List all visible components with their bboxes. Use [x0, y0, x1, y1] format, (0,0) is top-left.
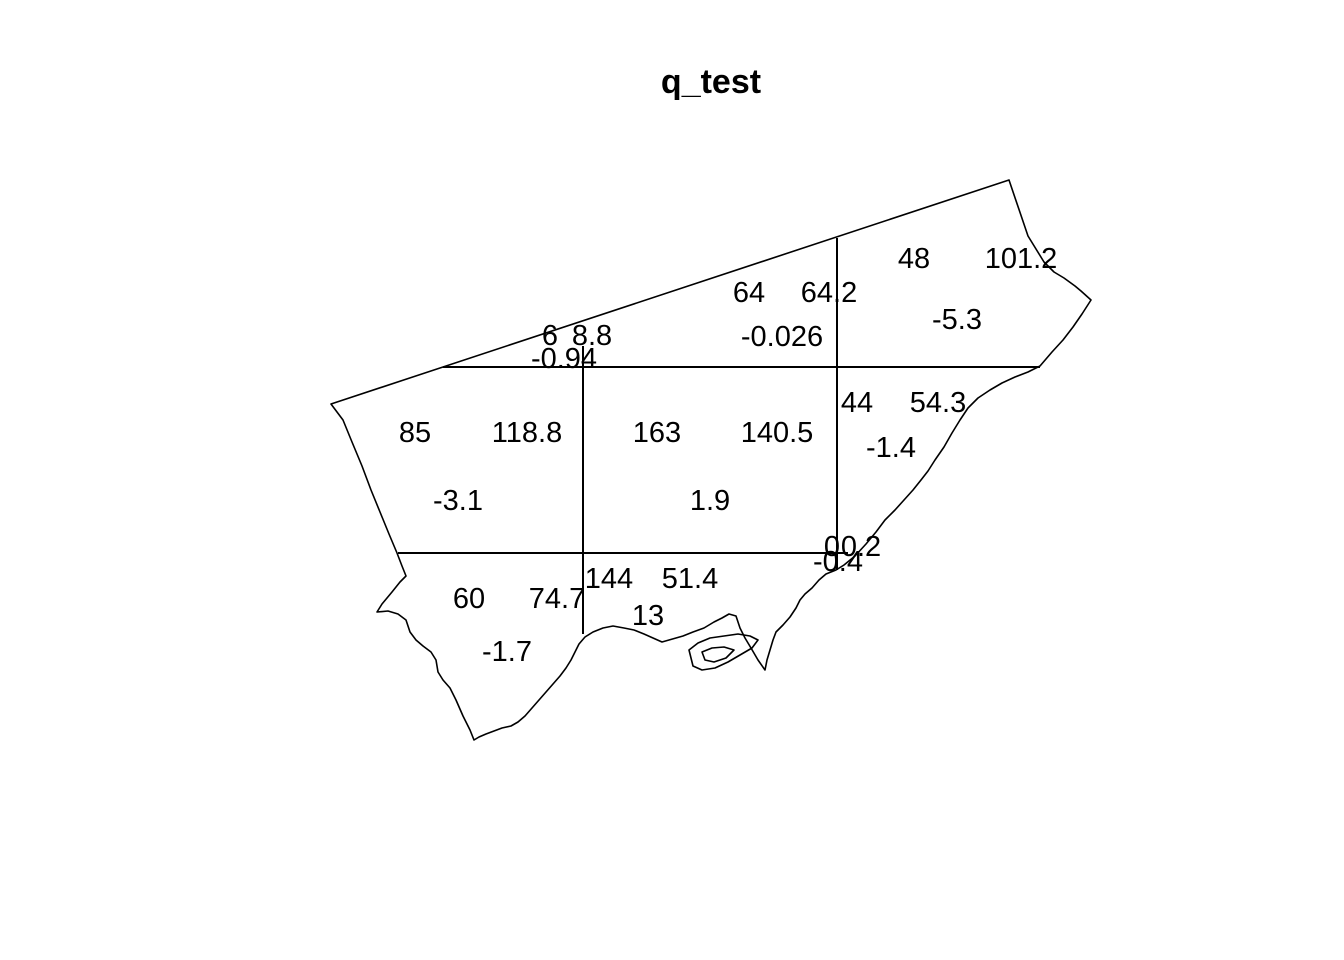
cell-r2c0-value-b: 74.7	[529, 583, 585, 615]
cell-r1c2: 44 54.3 -1.4	[841, 387, 966, 464]
cell-r1c2-value-c: -1.4	[866, 432, 916, 464]
cell-r0c2-value-a: 64	[733, 277, 765, 309]
cell-r0c3: 48 101.2 -5.3	[898, 243, 1057, 336]
cell-r1c2-value-a: 44	[841, 387, 873, 419]
cell-r0c1: 6 8.8 -0.94	[531, 320, 612, 375]
map-title: q_test	[661, 63, 761, 101]
cell-r1c2-value-b: 54.3	[910, 387, 966, 419]
cell-r1c0-value-a: 85	[399, 417, 431, 449]
island-outline	[688, 633, 759, 671]
cell-r2c1-value-b: 51.4	[662, 563, 718, 595]
cell-r2c1-value-a: 144	[585, 563, 633, 595]
cell-r2c2-value-a: 0	[824, 531, 840, 563]
cell-r2c0: 60 74.7 -1.7	[453, 583, 585, 668]
cell-r1c1: 163 140.5 1.9	[633, 417, 813, 517]
cell-r1c0-value-b: 118.8	[492, 417, 562, 449]
cell-r1c1-value-b: 140.5	[741, 417, 814, 449]
island-inner-outline	[701, 646, 735, 663]
cell-r2c2-value-b: 0.2	[841, 531, 881, 563]
cell-r1c0-value-c: -3.1	[433, 485, 483, 517]
cell-r0c2-value-b: 64.2	[801, 277, 857, 309]
cell-r2c0-value-c: -1.7	[482, 636, 532, 668]
cell-r0c2-value-c: -0.026	[741, 321, 823, 353]
cell-r0c3-value-a: 48	[898, 243, 930, 275]
cell-r1c1-value-a: 163	[633, 417, 681, 449]
cell-r2c2-value-c: -0.4	[813, 546, 863, 578]
cell-r2c2: 0 0.2 -0.4	[813, 531, 881, 578]
cell-r0c1-value-c: -0.94	[531, 343, 597, 375]
cell-r0c1-value-b: 8.8	[572, 320, 612, 352]
cell-r1c0: 85 118.8 -3.1	[399, 417, 562, 517]
region-boundary	[330, 179, 1092, 741]
cell-r0c3-value-b: 101.2	[985, 243, 1058, 275]
cell-r1c1-value-c: 1.9	[690, 485, 730, 517]
cell-r2c1: 144 51.4 13	[585, 563, 718, 632]
cell-r2c0-value-a: 60	[453, 583, 485, 615]
cell-r2c1-value-c: 13	[632, 600, 664, 632]
cell-r0c3-value-c: -5.3	[932, 304, 982, 336]
cell-r0c1-value-a: 6	[542, 320, 558, 352]
cell-r0c2: 64 64.2 -0.026	[733, 277, 857, 353]
